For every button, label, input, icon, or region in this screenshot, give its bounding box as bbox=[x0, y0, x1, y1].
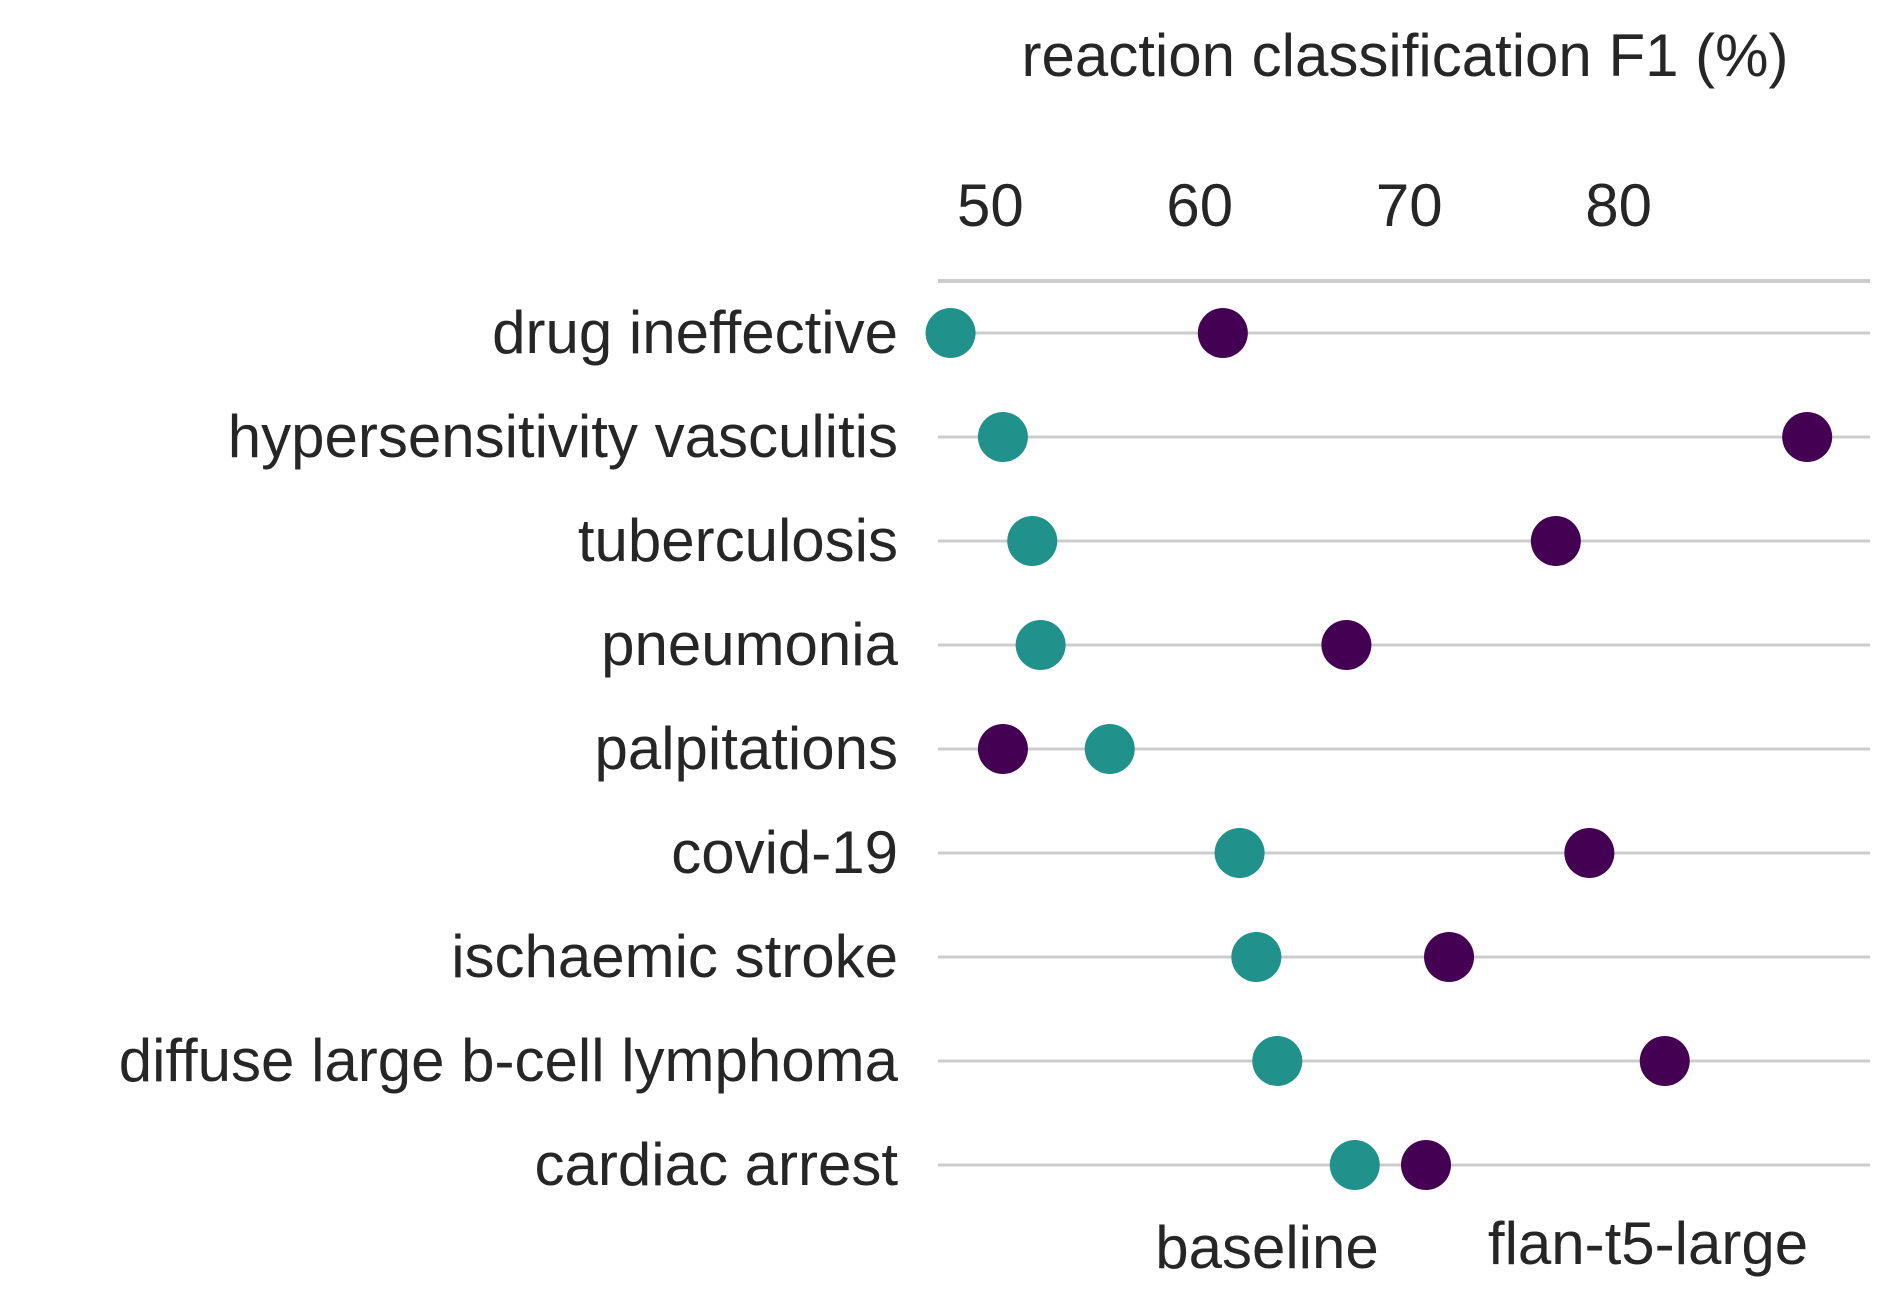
flan-t5-large-point bbox=[1782, 412, 1833, 462]
category-label: diffuse large b-cell lymphoma bbox=[119, 1027, 899, 1094]
x-tick-label: 50 bbox=[957, 172, 1024, 239]
category-label: covid-19 bbox=[671, 819, 898, 886]
x-tick-label: 70 bbox=[1376, 172, 1443, 239]
flan-t5-large-point bbox=[1197, 308, 1248, 358]
category-label: pneumonia bbox=[601, 611, 899, 678]
baseline-point bbox=[977, 412, 1028, 462]
category-label: cardiac arrest bbox=[535, 1131, 899, 1198]
baseline-point bbox=[1084, 724, 1135, 774]
x-tick-label: 60 bbox=[1166, 172, 1233, 239]
row: cardiac arrest bbox=[535, 1131, 1870, 1198]
baseline-point bbox=[1007, 516, 1058, 566]
x-axis-ticks: 50 60 70 80 bbox=[957, 172, 1652, 239]
x-tick-label: 80 bbox=[1585, 172, 1652, 239]
category-label: drug ineffective bbox=[492, 299, 898, 366]
legend: baseline flan-t5-large bbox=[1155, 1210, 1808, 1281]
flan-t5-large-point bbox=[977, 724, 1028, 774]
category-label: ischaemic stroke bbox=[451, 923, 898, 990]
baseline-point bbox=[1329, 1140, 1380, 1190]
row: diffuse large b-cell lymphoma bbox=[119, 1027, 1870, 1094]
flan-t5-large-point bbox=[1564, 828, 1615, 878]
legend-label: flan-t5-large bbox=[1488, 1210, 1808, 1277]
row: palpitations bbox=[594, 715, 1870, 782]
baseline-point bbox=[925, 308, 976, 358]
category-label: hypersensitivity vasculitis bbox=[228, 403, 898, 470]
flan-t5-large-point bbox=[1321, 620, 1372, 670]
row: covid-19 bbox=[671, 819, 1870, 886]
flan-t5-large-point bbox=[1639, 1036, 1690, 1086]
baseline-point bbox=[1214, 828, 1265, 878]
legend-label: baseline bbox=[1155, 1214, 1379, 1281]
row: drug ineffective bbox=[492, 299, 1870, 366]
plot-rows: drug ineffective hypersensitivity vasculi… bbox=[119, 299, 1870, 1198]
flan-t5-large-point bbox=[1424, 932, 1475, 982]
row: tuberculosis bbox=[578, 507, 1870, 574]
category-label: palpitations bbox=[594, 715, 898, 782]
category-label: tuberculosis bbox=[578, 507, 898, 574]
baseline-point bbox=[1231, 932, 1282, 982]
x-axis-title: reaction classification F1 (%) bbox=[1022, 22, 1789, 89]
baseline-point bbox=[1252, 1036, 1303, 1086]
row: hypersensitivity vasculitis bbox=[228, 403, 1870, 470]
row: pneumonia bbox=[601, 611, 1870, 678]
baseline-point bbox=[1015, 620, 1066, 670]
row: ischaemic stroke bbox=[451, 923, 1870, 990]
flan-t5-large-point bbox=[1530, 516, 1581, 566]
flan-t5-large-point bbox=[1400, 1140, 1451, 1190]
